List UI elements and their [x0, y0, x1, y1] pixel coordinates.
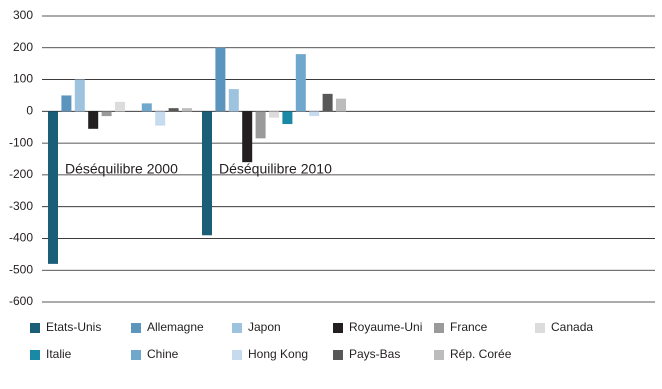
y-tick-label: 300 [13, 8, 33, 22]
bar [282, 111, 293, 125]
bar [141, 103, 152, 112]
bar [269, 111, 279, 118]
legend-label: Pays-Bas [349, 347, 400, 361]
legend-swatch [333, 323, 343, 333]
bar [61, 95, 72, 112]
bar [322, 93, 333, 112]
y-tick-label: -100 [9, 135, 33, 149]
legend-swatch [434, 323, 444, 333]
legend-swatch [232, 350, 242, 360]
legend-label: Etats-Unis [46, 320, 101, 334]
bar [168, 108, 179, 112]
legend-label: Allemagne [147, 320, 204, 334]
bar [336, 98, 346, 112]
legend-swatch [333, 350, 343, 360]
category-label: Déséquilibre 2000 [65, 161, 178, 177]
y-tick-label: 200 [13, 40, 33, 54]
bar [115, 101, 125, 112]
bar [309, 111, 320, 117]
bar [48, 111, 58, 264]
bar [182, 108, 192, 112]
y-tick-label: 100 [13, 72, 33, 86]
legend-swatch [434, 350, 444, 360]
legend-label: Chine [147, 347, 179, 361]
legend-swatch [232, 323, 242, 333]
bar [88, 111, 99, 129]
y-tick-label: -400 [9, 231, 33, 245]
bar [101, 111, 112, 117]
y-tick-label: 0 [26, 104, 33, 118]
legend-label: Canada [551, 320, 593, 334]
legend-label: Rép. Corée [450, 347, 512, 361]
bar [255, 111, 266, 139]
y-tick-label: -200 [9, 167, 33, 181]
legend-swatch [131, 350, 141, 360]
y-tick-label: -300 [9, 199, 33, 213]
y-tick-label: -600 [9, 294, 33, 308]
bar [242, 111, 253, 163]
legend-swatch [535, 323, 545, 333]
legend-swatch [131, 323, 141, 333]
legend-label: Japon [248, 320, 281, 334]
bar [155, 111, 166, 126]
bar [215, 47, 226, 112]
bar [295, 54, 306, 112]
legend-label: Italie [46, 347, 72, 361]
legend-swatch [30, 323, 40, 333]
legend-label: France [450, 320, 488, 334]
legend-label: Hong Kong [248, 347, 308, 361]
bar [202, 111, 212, 236]
bar [228, 89, 239, 112]
legend-label: Royaume-Uni [349, 320, 422, 334]
y-tick-label: -500 [9, 262, 33, 276]
legend-swatch [30, 350, 40, 360]
category-label: Déséquilibre 2010 [219, 161, 332, 177]
bar [74, 79, 85, 112]
